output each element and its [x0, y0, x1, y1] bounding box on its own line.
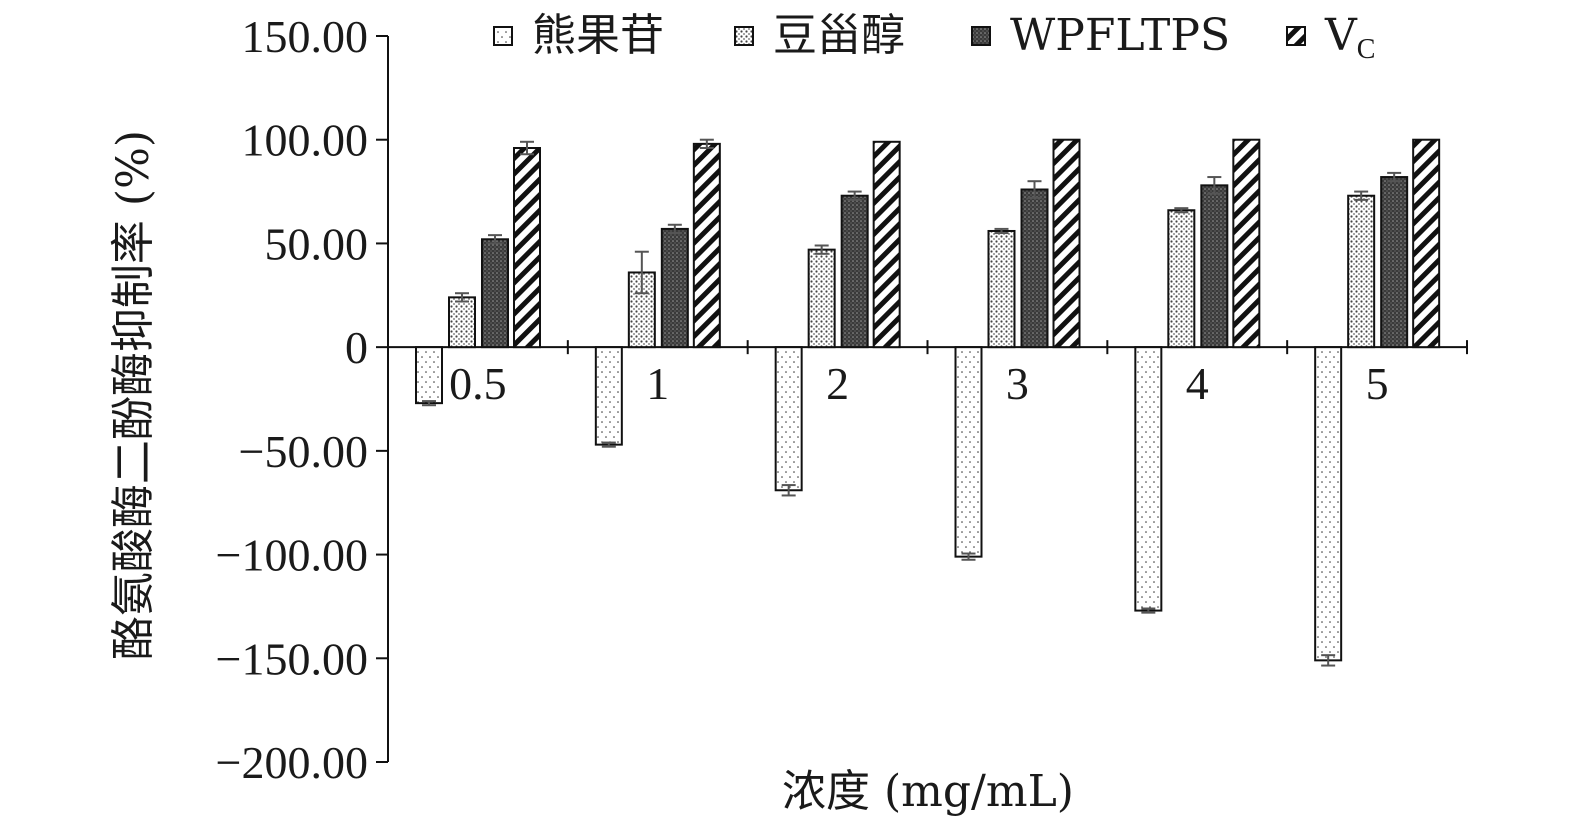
bar-s0-c1: [594, 346, 623, 446]
y-tick-label-5: −100.00: [216, 530, 368, 581]
legend-swatch-0: [493, 26, 513, 46]
legend-item-1: 豆甾醇: [734, 10, 905, 61]
bar-s1-c3: [987, 229, 1016, 349]
bar-s1-c0: [448, 296, 476, 349]
legend-label-3-subscript: C: [1357, 34, 1376, 65]
error-bars: [422, 138, 1402, 667]
x-category-label-4: 4: [1186, 358, 1209, 409]
bar-s0-c4: [1134, 346, 1163, 612]
legend-label-2: WPFLTPS: [1010, 10, 1230, 61]
bar-s2-c0: [481, 238, 509, 349]
bar-s2-c5: [1380, 176, 1409, 349]
bar-s2-c2: [840, 194, 869, 349]
y-tick-label-7: −200.00: [216, 737, 368, 788]
legend: 熊果苷 豆甾醇 WPFLTPS VC: [493, 10, 1375, 65]
x-category-label-3: 3: [1006, 358, 1029, 409]
y-axis: 150.00 100.00 50.00 0 −50.00 −100.00 −150.00 −2…: [216, 11, 389, 788]
legend-swatch-2: [971, 26, 991, 46]
x-category-label-0: 0.5: [449, 358, 507, 409]
x-axis-title: 浓度 (mg/mL): [782, 766, 1074, 817]
x-category-label-5: 5: [1366, 358, 1389, 409]
bar-s0-c3: [954, 346, 983, 558]
bar-s2-c4: [1200, 184, 1229, 349]
bar-s0-c2: [774, 346, 803, 492]
legend-label-3-main: V: [1324, 10, 1358, 61]
y-tick-label-4: −50.00: [239, 426, 368, 477]
legend-item-3: VC: [1286, 10, 1375, 65]
bar-s1-c2: [807, 248, 836, 349]
legend-label-3: VC: [1324, 10, 1375, 65]
y-tick-label-0: 150.00: [242, 11, 369, 62]
x-category-label-1: 1: [646, 358, 669, 409]
bars: [415, 138, 1441, 662]
y-tick-label-3: 0: [345, 322, 368, 373]
bar-s3-c2: [872, 140, 901, 349]
bar-s1-c4: [1167, 209, 1196, 349]
bar-s0-c5: [1314, 346, 1343, 662]
bar-s3-c1: [692, 142, 721, 349]
legend-swatch-3: [1286, 26, 1306, 46]
bar-s3-c5: [1412, 138, 1441, 349]
category-labels: 0.5 1 2 3 4 5: [449, 358, 1388, 409]
legend-item-0: 熊果苷: [493, 10, 664, 61]
y-tick-label-1: 100.00: [242, 115, 369, 166]
bar-s3-c0: [513, 147, 541, 349]
x-category-label-2: 2: [826, 358, 849, 409]
legend-item-2: WPFLTPS: [971, 10, 1230, 61]
bar-s2-c3: [1020, 188, 1049, 349]
x-axis: [387, 340, 1468, 355]
y-tick-label-2: 50.00: [265, 218, 369, 269]
bar-s3-c3: [1052, 138, 1081, 349]
bar-s0-c0: [415, 346, 443, 405]
bar-s2-c1: [660, 227, 689, 349]
y-axis-title: 酪氨酸酶二酚酶抑制率 (%): [108, 130, 159, 660]
bar-s3-c4: [1232, 138, 1261, 349]
legend-label-0: 熊果苷: [532, 10, 664, 61]
legend-label-1: 豆甾醇: [773, 10, 905, 61]
bar-s1-c5: [1347, 194, 1376, 349]
y-tick-label-6: −150.00: [216, 633, 368, 684]
legend-swatch-1: [734, 26, 754, 46]
